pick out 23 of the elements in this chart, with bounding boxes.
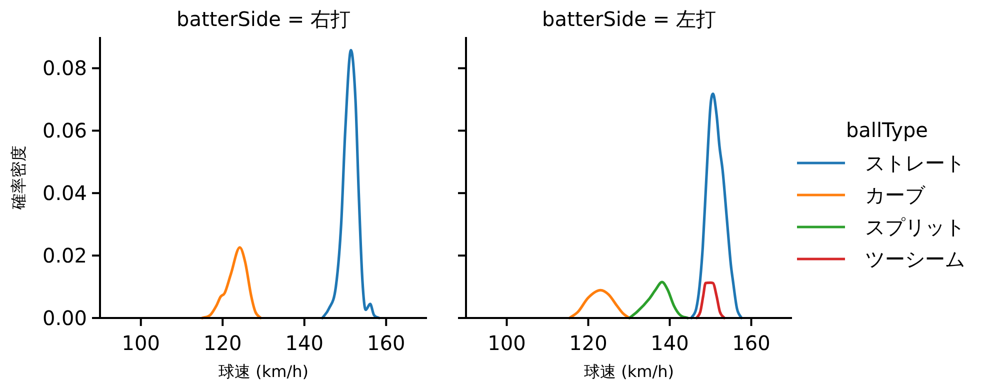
legend-label: ツーシーム — [865, 247, 965, 271]
legend-label: スプリット — [865, 215, 965, 239]
x-tick-label: 160 — [732, 331, 770, 355]
x-tick-label: 100 — [488, 331, 526, 355]
y-axis-title: 確率密度 — [9, 146, 28, 210]
legend-title: ballType — [846, 118, 928, 142]
legend-label: カーブ — [865, 183, 926, 207]
legend-label: ストレート — [865, 151, 965, 175]
x-tick-label: 100 — [122, 331, 160, 355]
y-tick-label: 0.06 — [42, 118, 87, 143]
chart-title: batterSide = 右打 — [176, 7, 350, 31]
x-axis-title: 球速 (km/h) — [584, 362, 674, 381]
x-tick-label: 120 — [569, 331, 608, 355]
chart-title: batterSide = 左打 — [542, 7, 716, 31]
x-tick-label: 140 — [285, 331, 324, 355]
y-tick-label: 0.00 — [42, 306, 87, 330]
x-axis-title: 球速 (km/h) — [218, 362, 308, 381]
x-tick-label: 120 — [204, 331, 242, 355]
x-tick-label: 140 — [650, 331, 689, 355]
y-tick-label: 0.02 — [42, 244, 87, 268]
y-tick-label: 0.04 — [42, 181, 87, 206]
y-tick-label: 0.08 — [42, 56, 87, 80]
x-tick-label: 160 — [367, 331, 406, 355]
